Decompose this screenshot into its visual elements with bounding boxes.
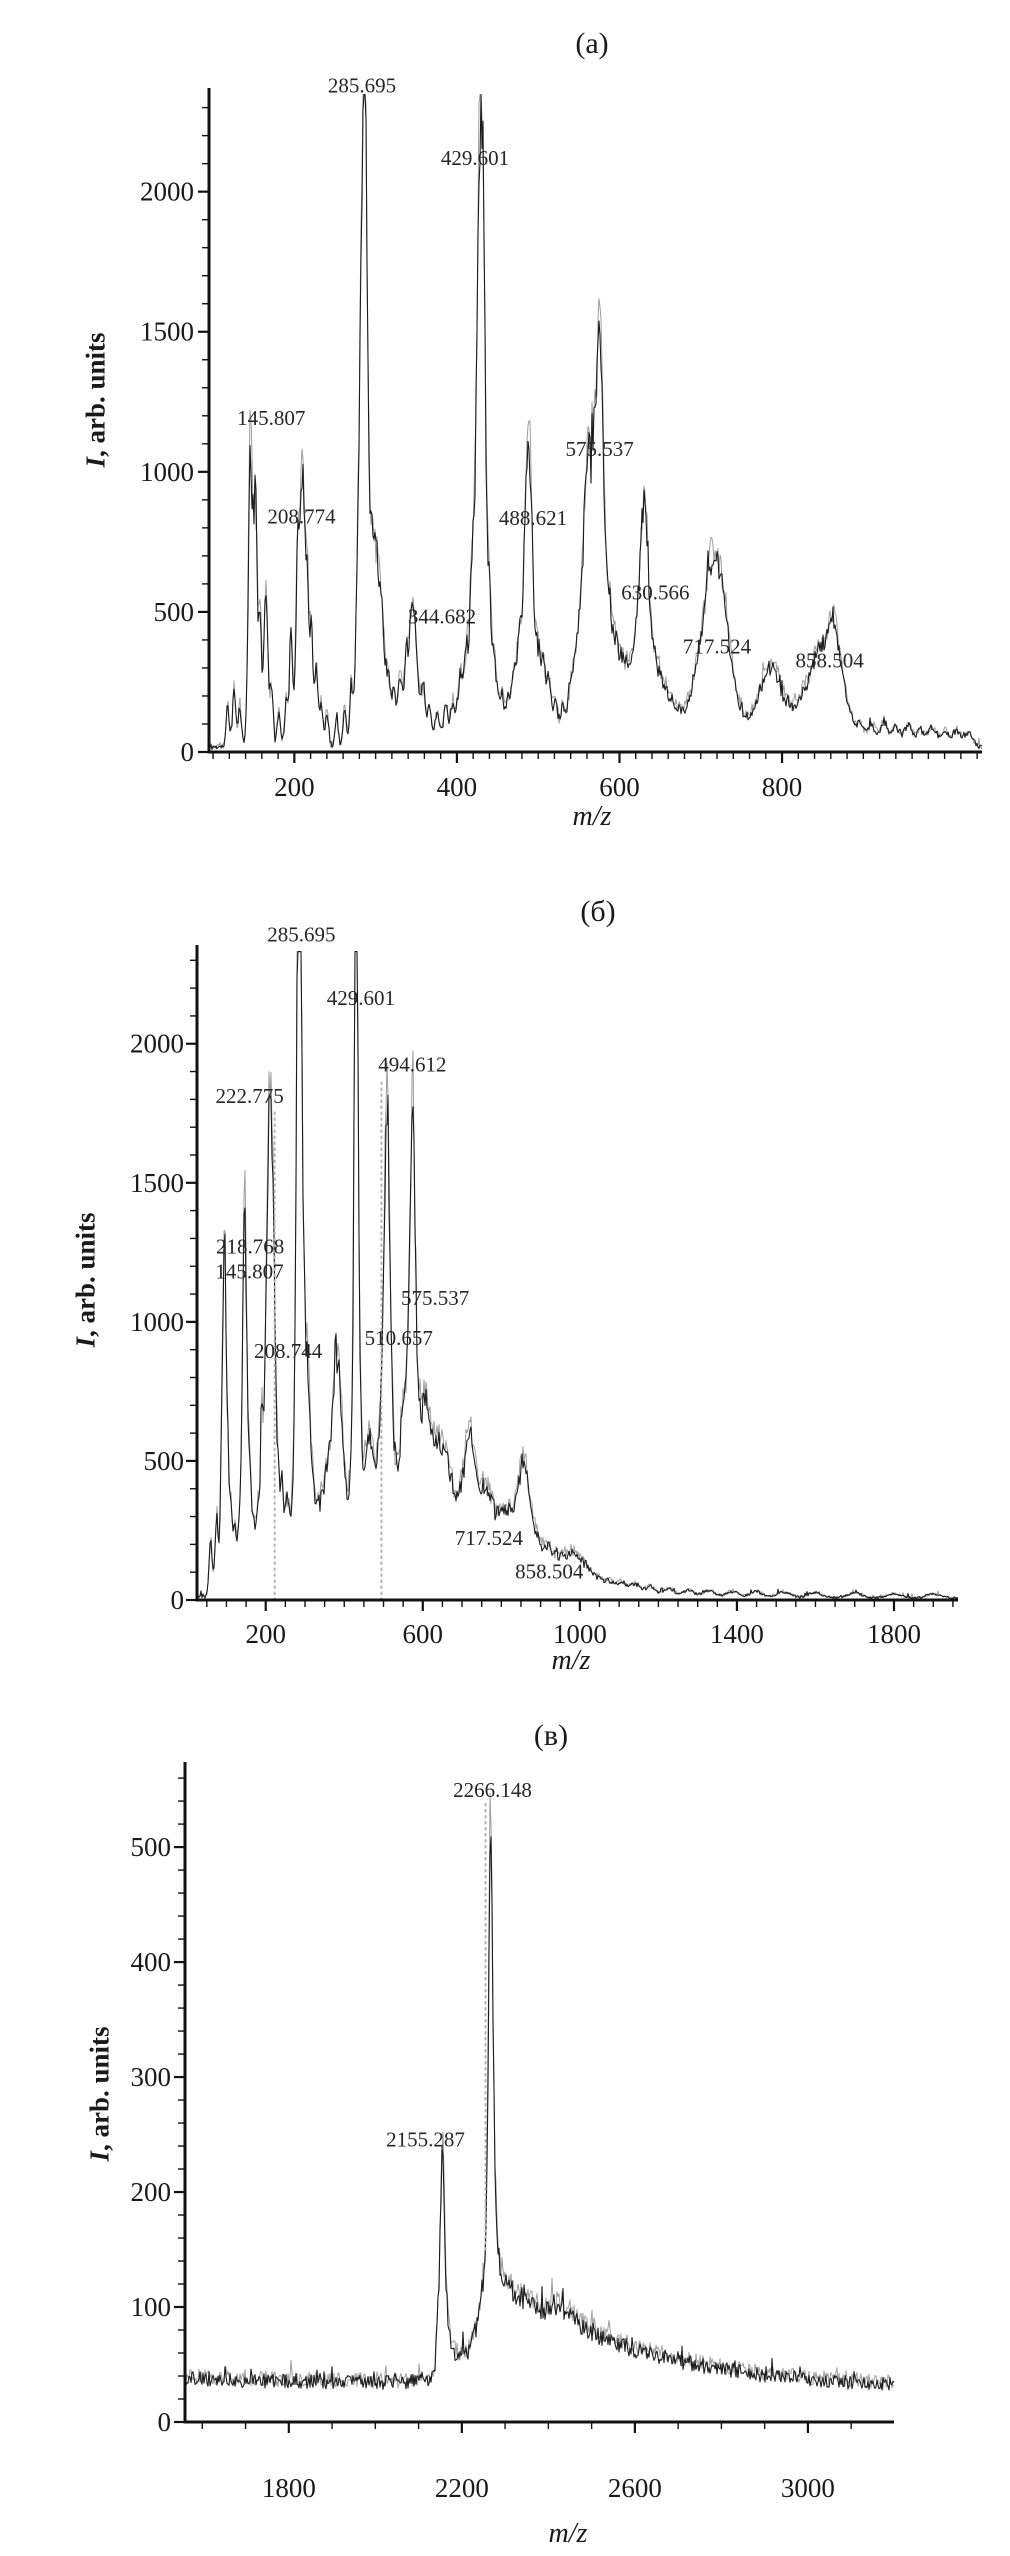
- peak-label: 145.807: [237, 406, 305, 430]
- panel-a-ylabel: I, arb. units: [81, 332, 112, 467]
- peak-label: 208.774: [267, 504, 336, 528]
- y-tick-label: 1000: [130, 1307, 184, 1337]
- peak-label: 858.504: [515, 1560, 584, 1584]
- y-tick-label: 500: [154, 597, 195, 627]
- marker-label: 494.612: [378, 1053, 446, 1077]
- panel-a-plot: 200 400 600 800 0 500 1000 1500 2000 145.807 208.7…: [140, 74, 983, 802]
- x-tick-label: 200: [245, 1619, 286, 1649]
- panel-b-ylabel-symbol: I: [70, 1337, 101, 1348]
- peak-label: 2155.287: [386, 2128, 465, 2152]
- panel-a-xlabel-text: m/z: [572, 801, 612, 832]
- peak-label: 429.601: [441, 146, 509, 170]
- spectrum-trace: [196, 951, 959, 1600]
- panel-b-ylabel-units: , arb. units: [70, 1212, 101, 1338]
- panel-b-ylabel: I, arb. units: [71, 1212, 102, 1347]
- panel-v-ylabel: I, arb. units: [85, 2026, 116, 2161]
- peak-label: 208.744: [254, 1339, 323, 1363]
- panel-v-ylabel-symbol: I: [84, 2151, 115, 2162]
- spectrum-trace: [208, 94, 983, 750]
- peak-label: 285.695: [267, 923, 335, 947]
- panel-a-xlabel: m/z: [573, 801, 612, 833]
- spectrum-trace: [184, 1836, 895, 2391]
- peak-label: 510.657: [365, 1326, 433, 1350]
- peak-label: 858.504: [795, 649, 864, 673]
- x-tick-label: 400: [437, 772, 478, 802]
- y-tick-label: 500: [131, 1832, 172, 1862]
- spectrum-trace: [184, 1793, 895, 2390]
- marker-label: 222.775: [216, 1084, 284, 1108]
- y-tick-label: 400: [131, 1947, 172, 1977]
- panel-a-ylabel-symbol: I: [80, 457, 111, 468]
- peak-label: 717.524: [683, 635, 752, 659]
- spectrum-trace: [196, 951, 959, 1600]
- panel-v-xlabel: m/z: [549, 2518, 588, 2550]
- y-tick-label: 1500: [130, 1168, 184, 1198]
- y-tick-label: 1000: [140, 457, 194, 487]
- spectrum-trace: [208, 94, 983, 750]
- y-tick-label: 2000: [130, 1029, 184, 1059]
- y-tick-label: 1500: [140, 317, 194, 347]
- peak-label: 717.524: [455, 1526, 524, 1550]
- x-tick-label: 600: [599, 772, 640, 802]
- peak-label: 285.695: [328, 74, 396, 98]
- x-tick-label: 200: [274, 772, 315, 802]
- panel-b-xlabel: m/z: [552, 1645, 591, 1677]
- peak-label: 2266.148: [453, 1778, 532, 1802]
- x-tick-label: 1400: [710, 1619, 764, 1649]
- panel-b-title: (б): [580, 895, 616, 928]
- peak-label: 575.537: [401, 1286, 469, 1310]
- peak-label: 344.682: [408, 605, 476, 629]
- x-tick-label: 800: [762, 772, 803, 802]
- panel-v-ylabel-units: , arb. units: [84, 2026, 115, 2152]
- x-tick-label: 2200: [435, 2473, 489, 2503]
- peak-label: 630.566: [621, 581, 689, 605]
- x-tick-label: 1000: [553, 1619, 607, 1649]
- x-tick-label: 2600: [608, 2473, 662, 2503]
- y-tick-label: 0: [181, 737, 195, 767]
- panel-b-plot: 222.775 494.612 200 600 1000 1400 1800 0 500 1000…: [130, 923, 959, 1649]
- peak-label: 429.601: [327, 986, 395, 1010]
- panel-v-plot: 1800 2200 2600 3000 0 100 200 300 400 500 2155.287…: [131, 1762, 895, 2503]
- x-tick-label: 1800: [262, 2473, 316, 2503]
- y-tick-label: 100: [131, 2292, 172, 2322]
- peak-label: 575.537: [565, 437, 633, 461]
- x-tick-label: 3000: [781, 2473, 835, 2503]
- peak-label: 145.807: [215, 1259, 283, 1283]
- panel-b-xlabel-text: m/z: [551, 1645, 591, 1676]
- panel-v-xlabel-text: m/z: [548, 2518, 588, 2549]
- x-tick-label: 600: [403, 1619, 444, 1649]
- y-tick-label: 0: [171, 1585, 185, 1615]
- y-tick-label: 500: [144, 1446, 185, 1476]
- peak-label: 218.768: [216, 1235, 284, 1259]
- x-tick-label: 1800: [867, 1619, 921, 1649]
- y-tick-label: 0: [158, 2407, 172, 2437]
- y-tick-label: 300: [131, 2062, 172, 2092]
- y-tick-label: 200: [131, 2177, 172, 2207]
- peak-label: 488.621: [499, 506, 567, 530]
- panel-v-title: (в): [533, 1719, 569, 1752]
- y-tick-label: 2000: [140, 177, 194, 207]
- panel-a-ylabel-units: , arb. units: [80, 332, 111, 458]
- panel-a-title: (a): [575, 27, 609, 60]
